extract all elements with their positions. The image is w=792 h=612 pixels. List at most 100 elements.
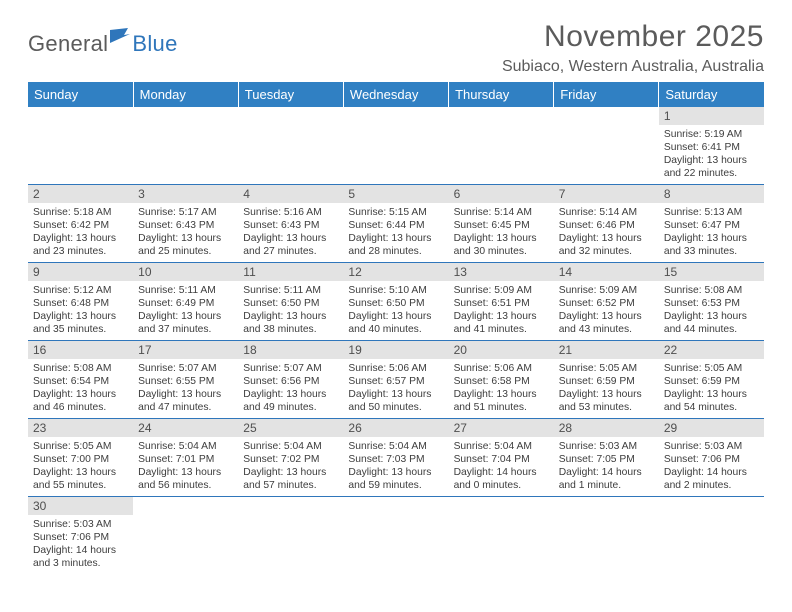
daylight-line-2: and 28 minutes. [348,245,443,258]
sunrise-line: Sunrise: 5:19 AM [664,128,759,141]
calendar-cell-empty [449,107,554,185]
sunset-line: Sunset: 7:01 PM [138,453,233,466]
day-number: 16 [28,341,133,359]
daylight-line-1: Daylight: 13 hours [454,232,549,245]
logo: General Blue [28,28,178,59]
day-details: Sunrise: 5:09 AMSunset: 6:52 PMDaylight:… [554,281,659,340]
sunset-line: Sunset: 6:44 PM [348,219,443,232]
sunrise-line: Sunrise: 5:04 AM [138,440,233,453]
sunrise-line: Sunrise: 5:07 AM [243,362,338,375]
sunrise-line: Sunrise: 5:15 AM [348,206,443,219]
day-number: 18 [238,341,343,359]
sunset-line: Sunset: 6:47 PM [664,219,759,232]
weekday-header: Wednesday [343,82,448,107]
daylight-line-2: and 27 minutes. [243,245,338,258]
day-details: Sunrise: 5:05 AMSunset: 6:59 PMDaylight:… [659,359,764,418]
day-details: Sunrise: 5:07 AMSunset: 6:55 PMDaylight:… [133,359,238,418]
calendar-cell: 21Sunrise: 5:05 AMSunset: 6:59 PMDayligh… [554,341,659,419]
day-number: 13 [449,263,554,281]
calendar-cell-empty [343,107,448,185]
sunset-line: Sunset: 6:42 PM [33,219,128,232]
sunrise-line: Sunrise: 5:13 AM [664,206,759,219]
calendar-cell: 26Sunrise: 5:04 AMSunset: 7:03 PMDayligh… [343,419,448,497]
day-number: 8 [659,185,764,203]
daylight-line-2: and 49 minutes. [243,401,338,414]
logo-text-blue: Blue [132,31,177,57]
sunset-line: Sunset: 6:45 PM [454,219,549,232]
daylight-line-1: Daylight: 13 hours [138,232,233,245]
sunrise-line: Sunrise: 5:14 AM [559,206,654,219]
day-details: Sunrise: 5:17 AMSunset: 6:43 PMDaylight:… [133,203,238,262]
daylight-line-1: Daylight: 13 hours [33,310,128,323]
sunset-line: Sunset: 6:41 PM [664,141,759,154]
daylight-line-2: and 44 minutes. [664,323,759,336]
sunrise-line: Sunrise: 5:08 AM [33,362,128,375]
calendar-cell: 20Sunrise: 5:06 AMSunset: 6:58 PMDayligh… [449,341,554,419]
sunset-line: Sunset: 7:00 PM [33,453,128,466]
daylight-line-2: and 54 minutes. [664,401,759,414]
day-number: 29 [659,419,764,437]
sunset-line: Sunset: 7:05 PM [559,453,654,466]
daylight-line-1: Daylight: 13 hours [33,388,128,401]
day-number: 14 [554,263,659,281]
sunset-line: Sunset: 6:57 PM [348,375,443,388]
daylight-line-1: Daylight: 13 hours [559,388,654,401]
day-details: Sunrise: 5:03 AMSunset: 7:06 PMDaylight:… [28,515,133,574]
day-number: 26 [343,419,448,437]
sunrise-line: Sunrise: 5:11 AM [138,284,233,297]
calendar-row: 16Sunrise: 5:08 AMSunset: 6:54 PMDayligh… [28,341,764,419]
day-number: 6 [449,185,554,203]
page-title: November 2025 [502,20,764,54]
day-details: Sunrise: 5:04 AMSunset: 7:01 PMDaylight:… [133,437,238,496]
day-number: 11 [238,263,343,281]
daylight-line-1: Daylight: 13 hours [138,310,233,323]
sunset-line: Sunset: 6:59 PM [664,375,759,388]
calendar-row: 23Sunrise: 5:05 AMSunset: 7:00 PMDayligh… [28,419,764,497]
day-details: Sunrise: 5:14 AMSunset: 6:45 PMDaylight:… [449,203,554,262]
daylight-line-2: and 43 minutes. [559,323,654,336]
calendar-cell: 15Sunrise: 5:08 AMSunset: 6:53 PMDayligh… [659,263,764,341]
sunset-line: Sunset: 6:58 PM [454,375,549,388]
day-number: 22 [659,341,764,359]
day-number: 4 [238,185,343,203]
daylight-line-2: and 56 minutes. [138,479,233,492]
calendar-cell: 6Sunrise: 5:14 AMSunset: 6:45 PMDaylight… [449,185,554,263]
sunrise-line: Sunrise: 5:06 AM [348,362,443,375]
day-number: 24 [133,419,238,437]
calendar-row: 2Sunrise: 5:18 AMSunset: 6:42 PMDaylight… [28,185,764,263]
calendar-row: 9Sunrise: 5:12 AMSunset: 6:48 PMDaylight… [28,263,764,341]
sunset-line: Sunset: 6:59 PM [559,375,654,388]
day-number: 1 [659,107,764,125]
day-details: Sunrise: 5:05 AMSunset: 6:59 PMDaylight:… [554,359,659,418]
daylight-line-2: and 35 minutes. [33,323,128,336]
daylight-line-1: Daylight: 13 hours [243,232,338,245]
calendar-cell: 5Sunrise: 5:15 AMSunset: 6:44 PMDaylight… [343,185,448,263]
day-number: 28 [554,419,659,437]
daylight-line-2: and 32 minutes. [559,245,654,258]
sunset-line: Sunset: 6:49 PM [138,297,233,310]
calendar-cell-empty [133,107,238,185]
day-details: Sunrise: 5:09 AMSunset: 6:51 PMDaylight:… [449,281,554,340]
day-details: Sunrise: 5:18 AMSunset: 6:42 PMDaylight:… [28,203,133,262]
day-number: 27 [449,419,554,437]
sunrise-line: Sunrise: 5:14 AM [454,206,549,219]
day-details: Sunrise: 5:12 AMSunset: 6:48 PMDaylight:… [28,281,133,340]
day-number: 2 [28,185,133,203]
daylight-line-2: and 50 minutes. [348,401,443,414]
calendar-row: 30Sunrise: 5:03 AMSunset: 7:06 PMDayligh… [28,497,764,575]
sunset-line: Sunset: 6:56 PM [243,375,338,388]
sunrise-line: Sunrise: 5:07 AM [138,362,233,375]
daylight-line-1: Daylight: 13 hours [664,154,759,167]
day-number: 3 [133,185,238,203]
day-details: Sunrise: 5:05 AMSunset: 7:00 PMDaylight:… [28,437,133,496]
calendar-cell: 9Sunrise: 5:12 AMSunset: 6:48 PMDaylight… [28,263,133,341]
calendar-cell: 17Sunrise: 5:07 AMSunset: 6:55 PMDayligh… [133,341,238,419]
daylight-line-1: Daylight: 13 hours [664,388,759,401]
sunrise-line: Sunrise: 5:04 AM [243,440,338,453]
weekday-header: Monday [133,82,238,107]
sunrise-line: Sunrise: 5:05 AM [664,362,759,375]
sunset-line: Sunset: 7:04 PM [454,453,549,466]
day-number: 9 [28,263,133,281]
daylight-line-1: Daylight: 13 hours [33,232,128,245]
sunrise-line: Sunrise: 5:05 AM [559,362,654,375]
